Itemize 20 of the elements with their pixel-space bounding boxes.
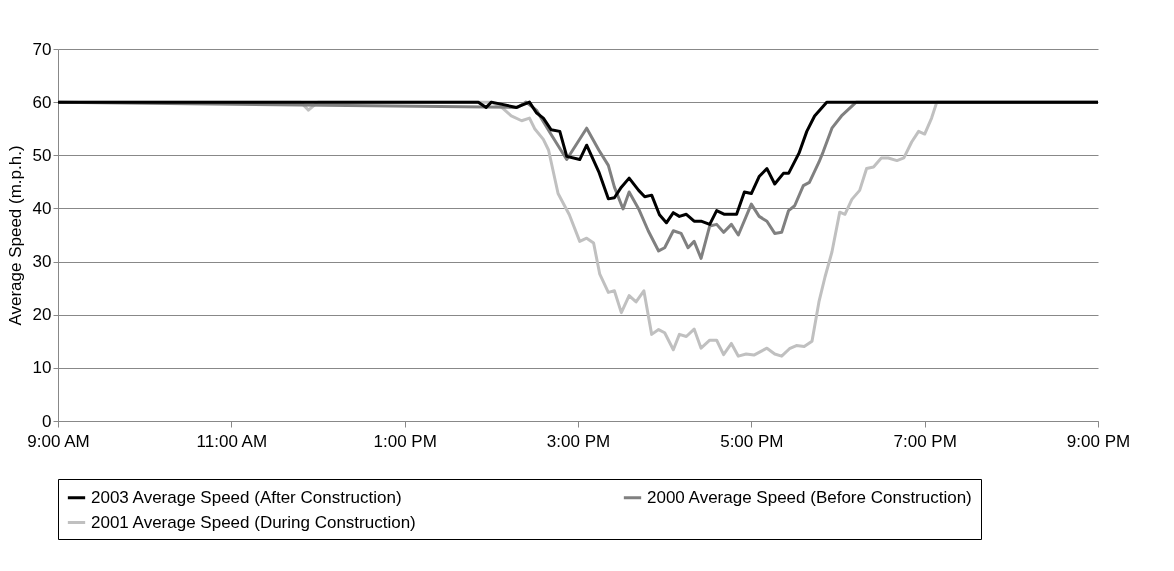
y-tick-label: 50 [32, 145, 52, 165]
line-series [56, 100, 1100, 226]
x-tick-label: 3:00 PM [546, 431, 611, 451]
x-tick-label: 5:00 PM [720, 431, 784, 451]
y-tick-label: 70 [32, 39, 52, 59]
y-tick-label: 0 [42, 411, 52, 431]
legend-label: 2001 Average Speed (During Construction) [91, 512, 416, 532]
y-tick-label: 30 [32, 252, 52, 272]
x-tick-label: 9:00 AM [27, 431, 90, 451]
legend-label: 2000 Average Speed (Before Construction) [647, 487, 972, 507]
x-tick-label: 11:00 AM [196, 431, 268, 451]
y-tick-label: 20 [32, 305, 52, 325]
y-tick-label: 60 [32, 92, 52, 112]
y-tick-label: 40 [32, 198, 52, 218]
x-tick-label: 1:00 PM [373, 431, 437, 451]
x-tick-label: 7:00 PM [893, 431, 957, 451]
y-tick-label: 10 [32, 358, 52, 378]
legend-label: 2003 Average Speed (After Construction) [91, 487, 402, 507]
y-axis-title: Average Speed (m.p.h.) [5, 145, 25, 326]
x-tick-label: 9:00 PM [1066, 431, 1131, 451]
